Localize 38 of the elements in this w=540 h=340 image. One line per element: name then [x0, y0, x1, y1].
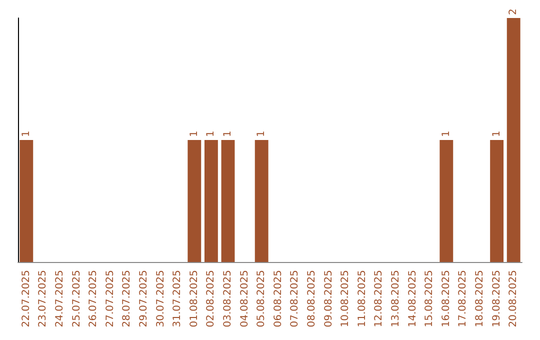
- x-tick-label: 04.08.2025: [239, 270, 250, 328]
- x-tick-label: 27.07.2025: [104, 270, 116, 328]
- x-tick-label: 25.07.2025: [71, 270, 82, 328]
- x-tick-label: 26.07.2025: [88, 270, 100, 328]
- x-tick-label: 10.08.2025: [340, 270, 352, 328]
- data-label: 1: [188, 130, 200, 137]
- x-tick-label: 13.08.2025: [390, 270, 402, 328]
- data-label: 1: [491, 130, 502, 137]
- x-tick-label: 08.08.2025: [306, 270, 318, 328]
- x-tick-label: 17.08.2025: [458, 270, 469, 328]
- x-tick-label: 30.07.2025: [155, 270, 166, 328]
- x-tick-label: 12.08.2025: [374, 270, 385, 328]
- x-tick-label: 07.08.2025: [290, 270, 301, 328]
- x-tick-label: 15.08.2025: [424, 270, 436, 328]
- data-label: 1: [440, 130, 452, 137]
- x-tick-label: 14.08.2025: [407, 270, 418, 328]
- x-tick-label: 01.08.2025: [188, 270, 200, 328]
- data-label: 1: [206, 130, 217, 137]
- x-tick-label: 18.08.2025: [474, 270, 486, 328]
- x-tick-label: 16.08.2025: [440, 270, 452, 328]
- data-label: 1: [20, 130, 32, 137]
- x-tick-label: 09.08.2025: [323, 270, 334, 328]
- x-tick-label: 31.07.2025: [172, 270, 184, 328]
- x-tick-label: 20.08.2025: [508, 270, 520, 328]
- x-tick-label: 22.07.2025: [20, 270, 32, 328]
- x-tick-label: 06.08.2025: [272, 270, 284, 328]
- x-tick-label: 02.08.2025: [206, 270, 217, 328]
- x-tick-label: 11.08.2025: [356, 270, 368, 328]
- x-tick-label: 05.08.2025: [256, 270, 268, 328]
- x-tick-label: 24.07.2025: [54, 270, 66, 328]
- x-tick-label: 03.08.2025: [222, 270, 234, 328]
- x-tick-label: 28.07.2025: [122, 270, 133, 328]
- data-label: 1: [222, 130, 234, 137]
- data-label: 2: [508, 8, 520, 15]
- x-tick-label: 19.08.2025: [491, 270, 502, 328]
- data-label: 1: [256, 130, 268, 137]
- x-tick-label: 23.07.2025: [38, 270, 49, 328]
- x-tick-label: 29.07.2025: [138, 270, 150, 328]
